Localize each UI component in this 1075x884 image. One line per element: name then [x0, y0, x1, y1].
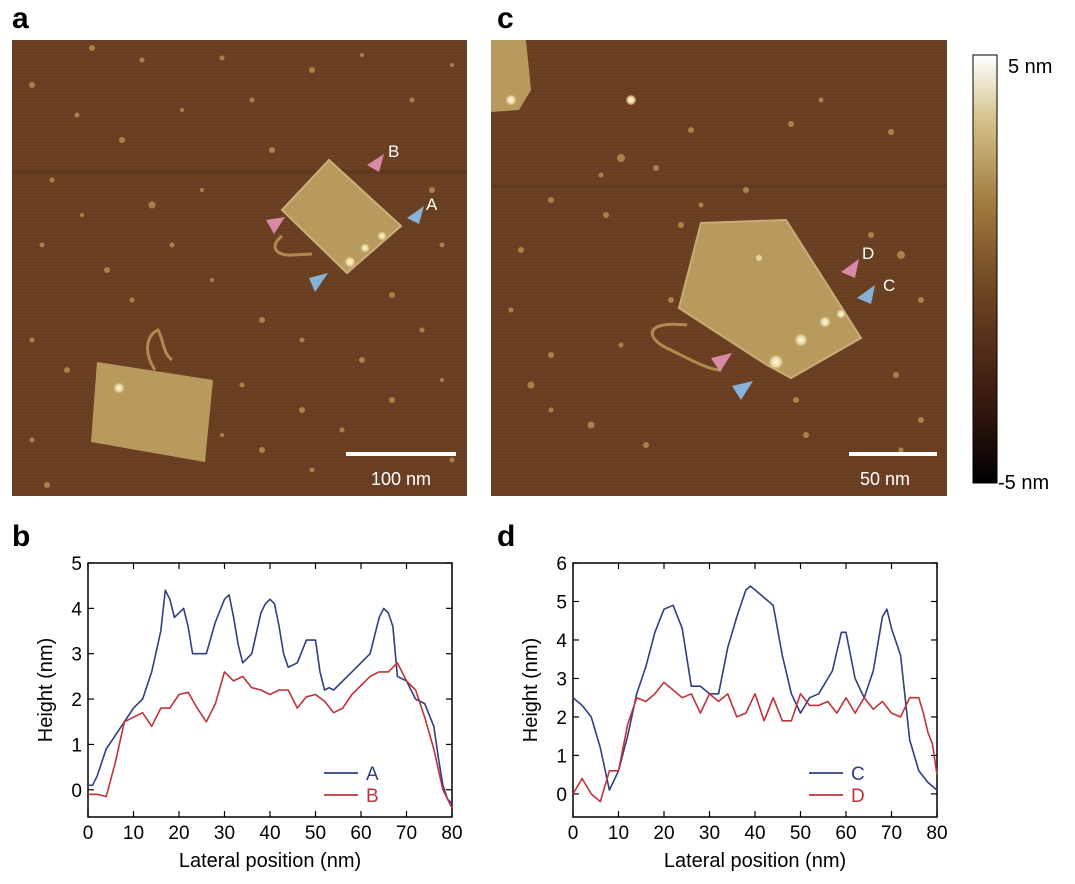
colorbar: 5 nm -5 nm [972, 54, 1072, 494]
marker-A-label: A [426, 195, 438, 214]
x-tick-label: 70 [881, 823, 902, 844]
marker-C-label: C [883, 276, 895, 295]
y-tick-label: 1 [556, 746, 567, 767]
marker-D-label: D [862, 244, 874, 263]
legend-label-B: B [366, 786, 379, 807]
dna-origami-square-c [650, 218, 863, 380]
y-tick-label: 1 [71, 735, 82, 756]
series-line-A [88, 589, 453, 804]
afm-image-c: D C 50 nm [491, 40, 947, 496]
x-tick-label: 60 [350, 823, 371, 844]
panel-label-b: b [12, 520, 31, 553]
afm-image-a: B A 100 nm [12, 40, 467, 496]
afm-particles-c [508, 95, 924, 453]
marker-pink-left [266, 217, 285, 234]
y-tick-label: 0 [71, 781, 82, 802]
y-tick-label: 2 [71, 690, 82, 711]
x-tick-label: 0 [83, 823, 94, 844]
colorbar-min-label: -5 nm [998, 472, 1050, 494]
plot-frame [87, 562, 453, 818]
dna-origami-square-a2 [91, 328, 213, 462]
line-chart-d: 0 10 20 30 40 50 60 70 80 0 1 2 3 4 5 6 Lateral position… [520, 554, 948, 872]
x-tick-label: 60 [835, 823, 856, 844]
legend-label-A: A [366, 764, 379, 785]
colorbar-gradient [972, 54, 998, 484]
x-tick-label: 20 [168, 823, 189, 844]
scale-bar-label-a: 100 nm [371, 469, 431, 489]
marker-B-label: B [388, 142, 399, 161]
plot-d: 0 10 20 30 40 50 60 70 80 0 1 2 3 4 5 6 Lateral position… [485, 554, 955, 879]
dna-origami-square-a1 [273, 158, 403, 275]
plot-b: 0 10 20 30 40 50 60 70 80 0 1 2 3 4 5 Lateral position … [0, 554, 470, 879]
x-tick-label: 20 [653, 823, 674, 844]
legend-label-C: C [851, 764, 865, 785]
origami-fragment-c [491, 40, 531, 112]
y-tick-label: 5 [556, 592, 567, 613]
marker-A [407, 206, 424, 224]
legend-label-D: D [851, 786, 865, 807]
scale-bar-c [849, 452, 937, 456]
series-line-B [88, 662, 453, 809]
y-axis-label: Height (nm) [35, 638, 57, 742]
x-tick-label: 10 [123, 823, 144, 844]
panel-label-d: d [497, 520, 516, 553]
marker-blue-bottom [732, 381, 753, 400]
x-tick-label: 50 [790, 823, 811, 844]
marker-pink-bottom [711, 353, 732, 372]
x-tick-label: 50 [305, 823, 326, 844]
x-tick-label: 0 [568, 823, 579, 844]
series-line-C [572, 585, 938, 791]
marker-D [841, 259, 859, 278]
x-tick-label: 80 [441, 823, 462, 844]
colorbar-max-label: 5 nm [1008, 56, 1053, 78]
x-tick-label: 70 [396, 823, 417, 844]
scale-bar-a [346, 452, 456, 456]
marker-blue-bottom [309, 273, 328, 292]
line-chart-b: 0 10 20 30 40 50 60 70 80 0 1 2 3 4 5 Lateral position … [35, 554, 463, 872]
afm-particles-a [29, 45, 455, 488]
y-tick-label: 6 [556, 555, 567, 575]
x-tick-label: 30 [214, 823, 235, 844]
panel-label-c: c [497, 2, 514, 35]
y-tick-label: 5 [71, 555, 82, 575]
y-tick-label: 2 [556, 708, 567, 729]
y-tick-label: 3 [556, 669, 567, 690]
y-tick-label: 4 [71, 599, 82, 620]
x-tick-label: 80 [926, 823, 947, 844]
series-line-D [572, 681, 938, 803]
y-axis-label: Height (nm) [520, 638, 542, 742]
x-tick-label: 40 [259, 823, 280, 844]
x-tick-label: 40 [744, 823, 765, 844]
panel-label-a: a [12, 2, 29, 35]
x-axis-label: Lateral position (nm) [664, 850, 846, 872]
x-tick-label: 30 [699, 823, 720, 844]
marker-C [857, 285, 875, 304]
marker-B [367, 154, 384, 172]
y-tick-label: 3 [71, 645, 82, 666]
y-tick-label: 4 [556, 631, 567, 652]
x-axis-label: Lateral position (nm) [179, 850, 361, 872]
plot-frame [572, 562, 938, 818]
y-tick-label: 0 [556, 785, 567, 806]
x-tick-label: 10 [608, 823, 629, 844]
scale-bar-label-c: 50 nm [860, 469, 910, 489]
